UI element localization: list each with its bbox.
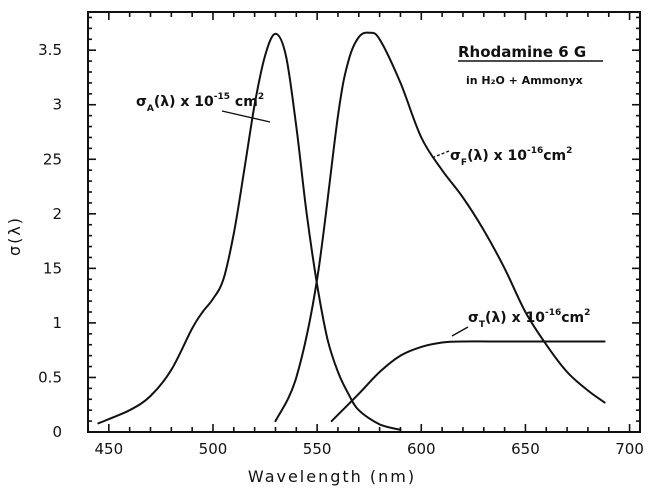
plot-frame [87,11,641,433]
x-tick-label: 500 [199,440,228,458]
x-tick-label: 650 [511,440,540,458]
tick-labels: 450 500 550 600 650 700 0 0.5 1 15 2 25 3 3.5 [38,41,644,458]
y-tick-label: 2 [52,205,62,223]
y-tick-label: 1 [52,314,62,332]
leader-sigma-t [451,326,469,337]
series-sigma-a [97,32,402,431]
label-sigma-f: σF(λ) x 10-16cm2 [450,146,572,168]
chart-subtitle: in H₂O + Ammonyx [466,74,583,87]
x-tick-label: 600 [407,440,436,458]
leader-sigma-f [433,150,450,158]
x-tick-label: 700 [615,440,644,458]
y-tick-label: 15 [43,259,62,277]
axis-ticks [87,12,640,433]
series-sigma-t [330,340,606,423]
y-axis-title: σ(λ) [5,216,24,256]
label-sigma-t: σT(λ) x 10-16cm2 [468,308,590,330]
series-sigma-f [274,31,606,423]
y-tick-label: 0.5 [38,368,62,386]
y-tick-label: 0 [52,423,62,441]
label-sigma-a: σA(λ) x 10-15 cm2 [136,92,264,114]
x-axis-title: Wavelength (nm) [248,467,416,486]
leader-sigma-a [221,110,271,123]
x-tick-label: 450 [95,440,124,458]
y-tick-label: 3 [52,96,62,114]
x-tick-label: 550 [303,440,332,458]
chart-title: Rhodamine 6 G [458,43,586,61]
series-curves [97,31,606,431]
y-tick-label: 25 [43,150,62,168]
y-tick-label: 3.5 [38,41,62,59]
